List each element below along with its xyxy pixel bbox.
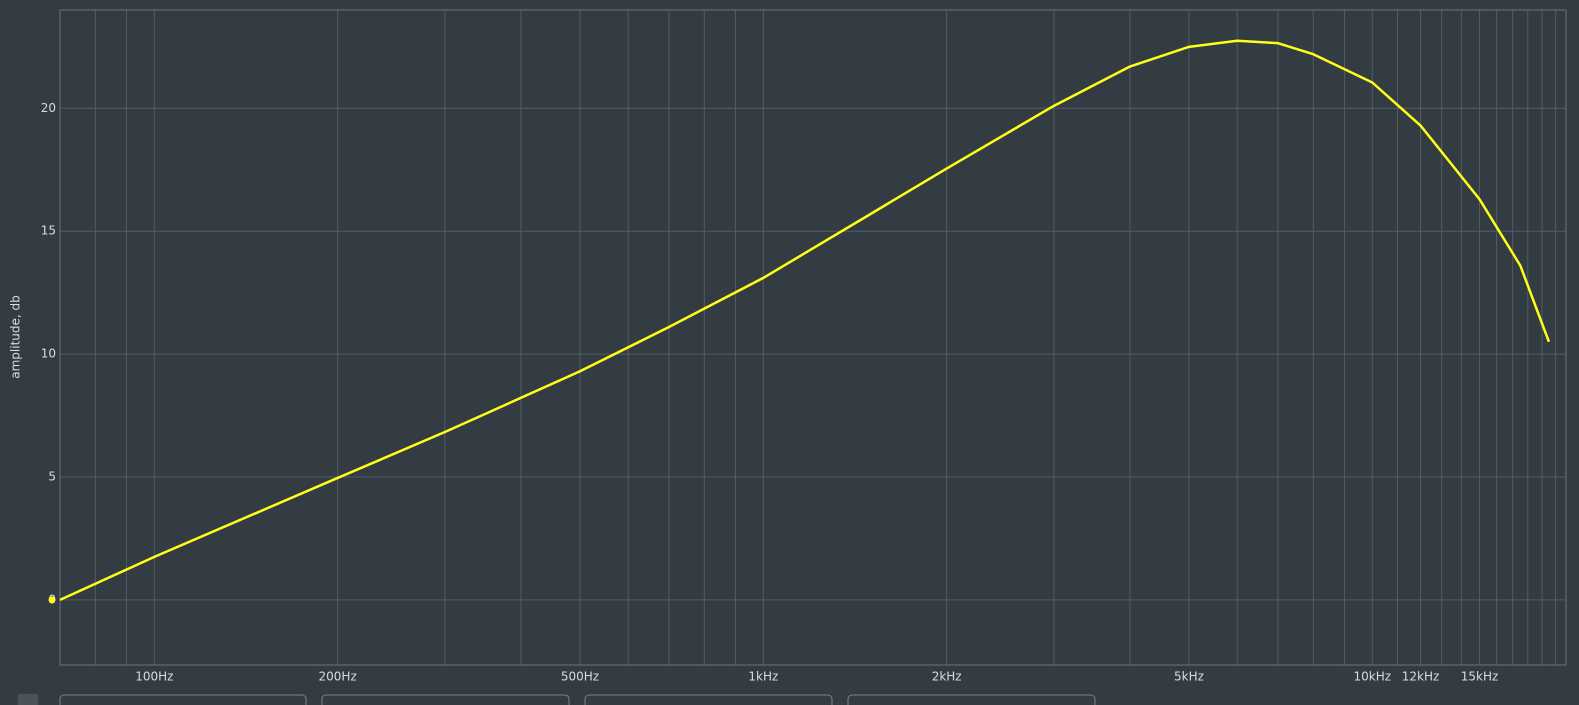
plot-frame (59, 9, 1567, 666)
x-tick-label: 5kHz (1174, 670, 1204, 684)
x-tick-label: 100Hz (135, 670, 173, 684)
button[interactable] (59, 694, 307, 705)
y-tick-label: 20 (41, 101, 56, 115)
y-tick-label: 5 (48, 469, 56, 483)
button[interactable] (321, 694, 570, 705)
point (48, 596, 56, 604)
y-tick-label: 10 (41, 347, 56, 361)
icon[interactable] (18, 694, 38, 705)
button[interactable] (847, 694, 1096, 705)
y-tick-label: 15 (41, 224, 56, 238)
x-tick-label: 15kHz (1461, 670, 1499, 684)
y-axis-label: amplitude, db (9, 295, 23, 379)
x-tick-label: 10kHz (1354, 670, 1392, 684)
x-tick-label: 12kHz (1402, 670, 1440, 684)
x-tick-label: 500Hz (561, 670, 599, 684)
line (59, 39, 1551, 602)
x-tick-label: 1kHz (748, 670, 778, 684)
button[interactable] (584, 694, 833, 705)
x-tick-label: 2kHz (932, 670, 962, 684)
x-tick-label: 200Hz (319, 670, 357, 684)
